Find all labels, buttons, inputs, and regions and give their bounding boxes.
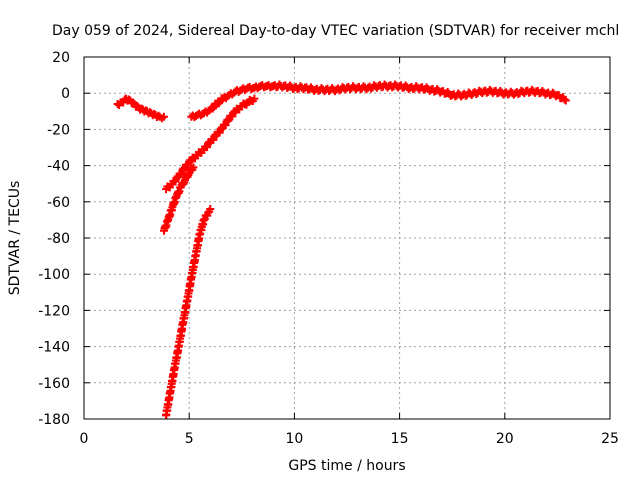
x-tick-label: 0 [80,431,89,447]
data-point [189,163,198,172]
y-tick-label: 0 [61,86,70,102]
tick-layer: 0 5 10 15 20 25 20 0 -20 -40 -60 -80 -100 -120 -140 -16… [38,50,619,447]
y-tick-label: -20 [47,122,70,138]
x-tick-label: 5 [185,431,194,447]
data-series [162,94,259,194]
data-layer [113,80,570,420]
data-point [250,94,259,103]
x-tick-label: 20 [496,431,514,447]
data-point-fill [129,98,138,107]
y-tick-label: -140 [38,340,70,356]
y-tick-label: -40 [47,159,70,175]
y-axis-title: SDTVAR / TECUs [7,181,23,296]
y-tick-label: 20 [52,50,70,66]
data-point [159,112,168,121]
y-tick-label: -180 [38,412,70,428]
y-tick-label: -120 [38,303,70,319]
grid-layer [84,57,610,419]
data-series [159,163,198,235]
x-tick-label: 25 [601,431,619,447]
y-tick-label: -80 [47,231,70,247]
data-series [187,80,570,122]
y-tick-label: -160 [38,376,70,392]
data-point [206,205,215,214]
data-series [113,94,168,123]
y-tick-label: -60 [47,195,70,211]
data-point-fill [560,95,569,104]
y-tick-label: -100 [38,267,70,283]
chart-title: Day 059 of 2024, Sidereal Day-to-day VTE… [52,23,619,39]
x-axis-title: GPS time / hours [288,458,405,474]
x-tick-label: 15 [391,431,409,447]
data-series [162,205,215,420]
x-tick-label: 10 [285,431,303,447]
data-point [561,96,570,105]
